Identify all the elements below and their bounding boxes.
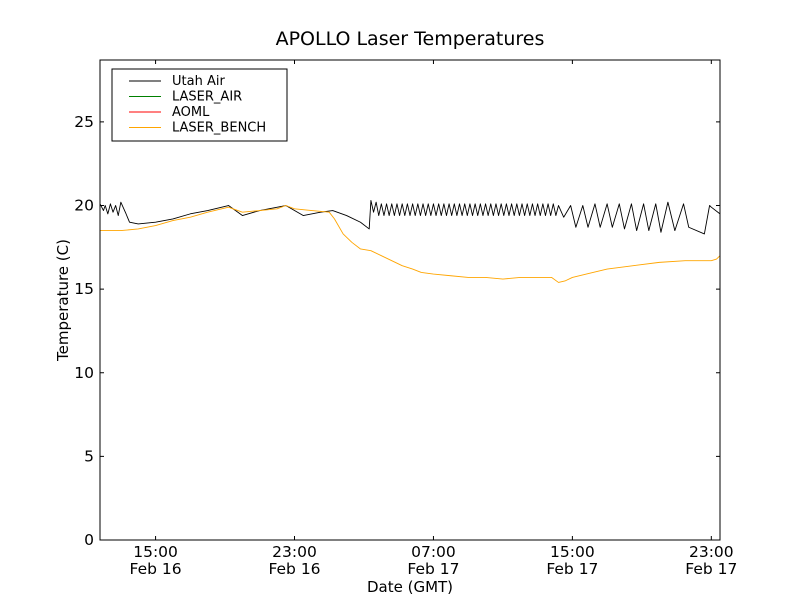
x-tick-date-label: Feb 17	[407, 560, 459, 578]
x-tick-time-label: 07:00	[411, 543, 456, 561]
x-tick-date-label: Feb 16	[130, 560, 182, 578]
series-line-laser-bench	[100, 205, 721, 283]
legend-label-utah-air: Utah Air	[172, 74, 225, 89]
x-tick-time-label: 15:00	[133, 543, 178, 561]
y-axis-label: Temperature (C)	[54, 239, 72, 362]
y-tick-label: 5	[84, 447, 94, 465]
y-axis: 0 5 10 15 20 25	[74, 113, 720, 549]
x-tick-date-label: Feb 17	[546, 560, 598, 578]
legend-label-aoml: AOML	[172, 105, 210, 120]
x-tick-time-label: 15:00	[550, 543, 595, 561]
legend-label-laser-air: LASER_AIR	[172, 90, 242, 105]
series-line-utah-air	[99, 200, 721, 235]
x-axis-label: Date (GMT)	[367, 578, 453, 596]
y-tick-label: 10	[74, 364, 94, 382]
y-tick-label: 0	[84, 531, 94, 549]
x-tick-time-label: 23:00	[689, 543, 734, 561]
chart-title: APOLLO Laser Temperatures	[276, 28, 545, 50]
plot-frame	[99, 59, 721, 541]
x-tick-date-label: Feb 17	[685, 560, 737, 578]
y-tick-label: 20	[74, 197, 94, 215]
x-tick-date-label: Feb 16	[268, 560, 320, 578]
plot-border	[99, 59, 721, 541]
x-tick-time-label: 23:00	[272, 543, 317, 561]
series-layer	[99, 200, 721, 283]
legend-label-laser-bench: LASER_BENCH	[172, 121, 266, 136]
y-tick-label: 25	[74, 113, 94, 131]
y-tick-label: 15	[74, 280, 94, 298]
